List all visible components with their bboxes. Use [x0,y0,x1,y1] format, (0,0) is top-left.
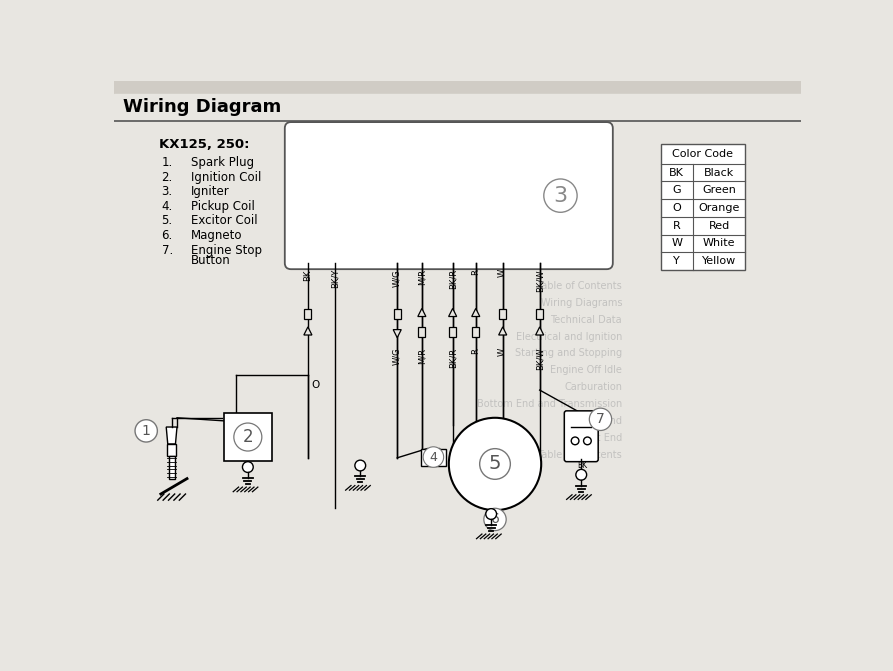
Bar [472,327,480,338]
Text: 4.: 4. [162,200,173,213]
Bar [169,456,175,478]
Bar [114,95,802,121]
Text: O: O [672,203,681,213]
Polygon shape [448,309,456,317]
Text: O: O [311,380,319,390]
Text: 3.: 3. [162,185,172,198]
Bar [421,449,446,466]
Text: 5.: 5. [162,215,172,227]
Text: 7: 7 [597,412,605,426]
Text: Top End: Top End [584,416,622,426]
Text: M/R: M/R [417,269,426,285]
Text: BK/W: BK/W [535,269,544,292]
Text: 6.: 6. [162,229,173,242]
Polygon shape [393,329,401,338]
Bar [419,327,425,338]
Bar [305,309,312,319]
Bar [394,309,401,319]
Text: Ignition Coil: Ignition Coil [191,170,262,184]
Bar [224,413,271,461]
Text: Bottom End and Transmission: Bottom End and Transmission [477,399,622,409]
Text: Button: Button [191,254,230,267]
Text: Orange: Orange [698,203,739,213]
Text: Table of Contents: Table of Contents [538,280,622,291]
Text: 1: 1 [142,424,151,438]
Text: 1.: 1. [162,156,173,169]
Text: Pickup Coil: Pickup Coil [191,200,255,213]
Text: KX125, 250:: KX125, 250: [159,138,249,150]
Text: Front End: Front End [576,433,622,443]
Bar [114,81,802,95]
Text: Engine Stop: Engine Stop [191,244,262,257]
Bar [499,309,506,319]
Circle shape [576,470,587,480]
Text: W: W [498,348,507,356]
Polygon shape [166,427,177,444]
Text: Electrical and Ignition: Electrical and Ignition [515,331,622,342]
Text: BK/R: BK/R [448,269,457,289]
FancyBboxPatch shape [564,411,598,462]
Text: BK: BK [578,461,588,470]
Text: Engine Off Idle: Engine Off Idle [550,366,622,375]
Text: 7.: 7. [162,244,173,257]
Text: R: R [672,221,680,231]
Text: 3: 3 [554,186,568,205]
Text: ɯǝʇsʎS lɐɔᴉɹʇɔǝlƎ: ɯǝʇsʎS lɐɔᴉɹʇɔǝlƎ [323,187,529,211]
Text: BK: BK [669,168,684,178]
Text: 6: 6 [490,513,499,527]
FancyBboxPatch shape [285,122,613,269]
Text: Starting and Stopping: Starting and Stopping [515,348,622,358]
Text: BK/R: BK/R [448,348,457,368]
Text: W: W [672,238,682,248]
Bar [661,144,746,270]
Text: Wiring Diagrams: Wiring Diagrams [540,298,622,308]
Text: 2.: 2. [162,170,173,184]
Bar [536,309,543,319]
Circle shape [449,418,541,510]
Text: 2: 2 [243,428,253,446]
Polygon shape [472,309,480,317]
Text: Spark Plug: Spark Plug [191,156,254,169]
Circle shape [242,462,254,472]
Polygon shape [536,327,544,335]
Text: Igniter: Igniter [191,185,230,198]
Text: W/G: W/G [393,269,402,287]
Text: BK/Y: BK/Y [330,269,339,289]
Text: Color Code: Color Code [672,149,733,158]
Circle shape [486,509,497,519]
Text: 4: 4 [430,450,438,464]
Text: Technical Data: Technical Data [550,315,622,325]
Bar [449,327,456,338]
Text: Yellow: Yellow [702,256,736,266]
Text: Carburation: Carburation [564,382,622,393]
Text: Green: Green [702,185,736,195]
Text: Black: Black [704,168,734,178]
Circle shape [572,437,579,445]
Text: 5: 5 [488,454,501,474]
Text: R: R [472,269,480,275]
Text: W/G: W/G [393,348,402,365]
Polygon shape [418,309,426,317]
Bar [167,444,176,456]
Text: Magneto: Magneto [191,229,242,242]
Circle shape [583,437,591,445]
Polygon shape [498,327,506,335]
Polygon shape [304,327,312,335]
Text: Red: Red [708,221,730,231]
Text: Excitor Coil: Excitor Coil [191,215,257,227]
Text: BK: BK [304,269,313,280]
Text: Y: Y [673,256,680,266]
Text: BK/W: BK/W [535,348,544,370]
Text: G: G [672,185,681,195]
Text: R: R [472,348,480,354]
Text: Table of Contents: Table of Contents [538,450,622,460]
Circle shape [355,460,365,471]
Text: White: White [703,238,735,248]
Text: M/R: M/R [417,348,426,364]
Text: W: W [498,269,507,277]
Text: Wiring Diagram: Wiring Diagram [123,99,281,117]
